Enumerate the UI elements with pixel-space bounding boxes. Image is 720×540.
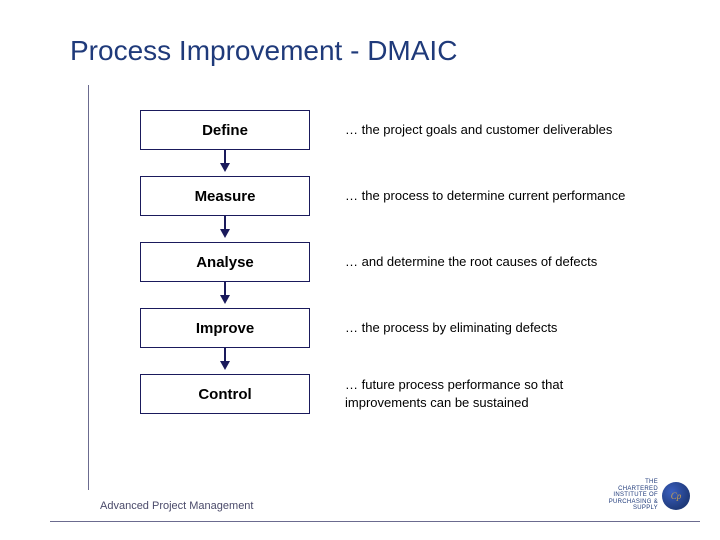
step-row: Control … future process performance so … [140, 374, 660, 414]
vertical-rule [88, 85, 89, 490]
seal-icon: Cp [662, 482, 690, 510]
institute-logo: THE CHARTERED INSTITUTE OF PURCHASING & … [600, 473, 690, 518]
logo-monogram: Cp [671, 491, 682, 501]
logo-line: CHARTERED INSTITUTE OF [600, 486, 658, 499]
step-box-analyse: Analyse [140, 242, 310, 282]
step-box-measure: Measure [140, 176, 310, 216]
logo-line: THE [600, 479, 658, 486]
footer-text: Advanced Project Management [100, 500, 253, 512]
step-desc: … the process to determine current perfo… [345, 187, 625, 205]
step-box-define: Define [140, 110, 310, 150]
arrow-down [140, 282, 310, 308]
step-desc: … the process by eliminating defects [345, 319, 557, 337]
slide: Process Improvement - DMAIC Define … the… [0, 0, 720, 540]
step-box-improve: Improve [140, 308, 310, 348]
step-desc: … future process performance so that imp… [345, 376, 645, 411]
step-row: Analyse … and determine the root causes … [140, 242, 660, 282]
dmaic-flow: Define … the project goals and customer … [140, 110, 660, 414]
step-row: Measure … the process to determine curre… [140, 176, 660, 216]
step-desc: … and determine the root causes of defec… [345, 253, 597, 271]
page-title: Process Improvement - DMAIC [70, 35, 670, 67]
step-box-control: Control [140, 374, 310, 414]
arrow-down [140, 216, 310, 242]
horizontal-rule [50, 521, 700, 522]
step-desc: … the project goals and customer deliver… [345, 121, 612, 139]
step-row: Define … the project goals and customer … [140, 110, 660, 150]
logo-line: PURCHASING & SUPPLY [600, 499, 658, 512]
arrow-down [140, 150, 310, 176]
arrow-down [140, 348, 310, 374]
step-row: Improve … the process by eliminating def… [140, 308, 660, 348]
logo-text: THE CHARTERED INSTITUTE OF PURCHASING & … [600, 479, 658, 512]
